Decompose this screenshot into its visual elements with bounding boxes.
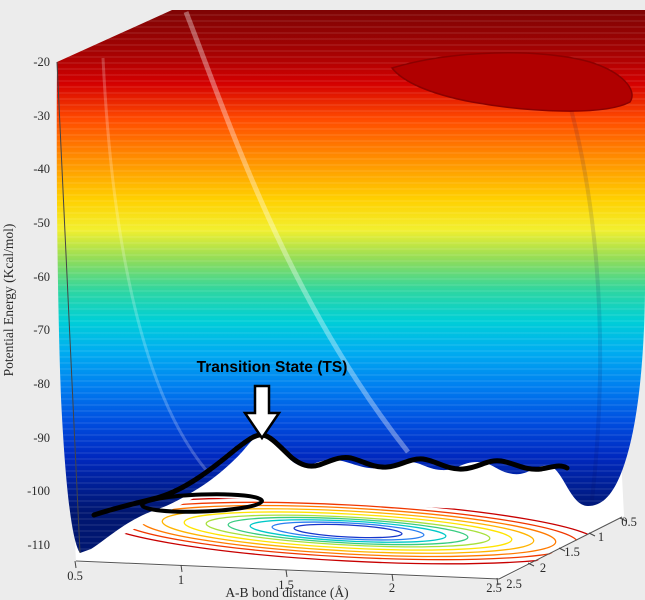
z-tick-label: -90 xyxy=(33,431,50,445)
y-tick-label: 0.5 xyxy=(621,515,637,529)
y-tick-label: 2.5 xyxy=(506,577,522,591)
z-tick-label: -80 xyxy=(33,377,50,391)
reaction-path xyxy=(91,432,570,518)
floor-axis-lines xyxy=(75,516,623,580)
x-tick-label: 1 xyxy=(178,573,184,587)
z-tick-label: -70 xyxy=(33,323,50,337)
y-tick-label: 1 xyxy=(598,530,604,544)
z-axis-spine xyxy=(56,61,81,554)
y-tick-label: 1.5 xyxy=(564,545,580,559)
z-axis-ticks: -20 -30 -40 -50 -60 -70 -80 -90 -100 -11… xyxy=(27,55,50,552)
ts-arrow-icon xyxy=(242,384,282,441)
z-tick-label: -60 xyxy=(33,270,50,284)
x-axis-label: A-B bond distance (Å) xyxy=(225,585,348,600)
z-axis-label: Potential Energy (Kcal/mol) xyxy=(1,224,16,377)
y-axis-ticks: 2.5 2 1.5 1 0.5 xyxy=(506,515,637,591)
x-tick-label: 2.5 xyxy=(486,581,502,595)
z-tick-label: -110 xyxy=(28,538,50,552)
x-axis-ticks: 0.5 1 1.5 2 2.5 xyxy=(67,569,502,595)
z-tick-label: -40 xyxy=(33,162,50,176)
x-tick-label: 1.5 xyxy=(278,578,294,592)
z-tick-label: -50 xyxy=(33,216,50,230)
axis-tick-marks xyxy=(74,517,627,586)
z-tick-label: -30 xyxy=(33,109,50,123)
x-tick-label: 2 xyxy=(389,581,395,595)
y-tick-label: 2 xyxy=(540,561,546,575)
transition-state-annotation: Transition State (TS) xyxy=(197,359,348,376)
plateau-top-face xyxy=(390,52,633,112)
x-tick-label: 0.5 xyxy=(67,569,83,583)
z-tick-label: -100 xyxy=(27,484,50,498)
z-tick-label: -20 xyxy=(33,55,50,69)
